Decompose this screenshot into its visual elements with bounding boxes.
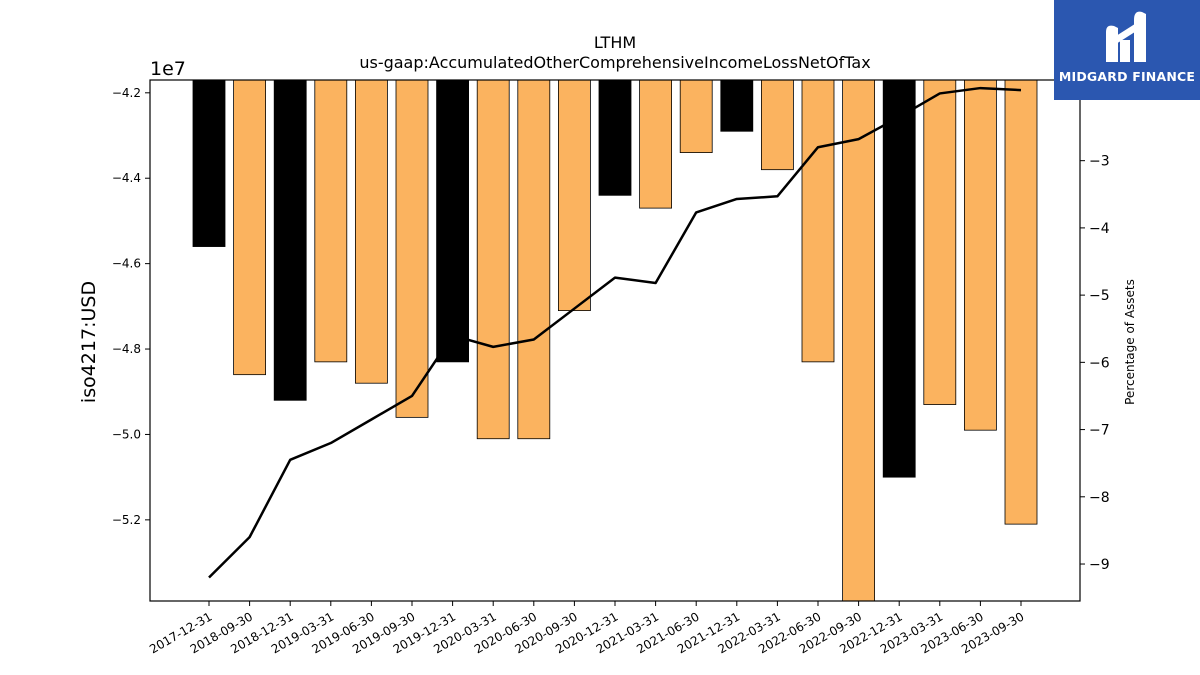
y2-tick-label: −6 xyxy=(1089,355,1110,371)
y-tick-label: −4.2 xyxy=(112,86,141,100)
bar-2022-03-31 xyxy=(761,79,794,171)
bar-2020-12-31 xyxy=(598,79,632,196)
bar-2021-12-31 xyxy=(720,79,754,132)
chart-subtitle: us-gaap:AccumulatedOtherComprehensiveInc… xyxy=(359,53,870,72)
bars-group xyxy=(192,79,1038,602)
bar-2020-09-30 xyxy=(558,79,591,312)
bar-2023-06-30 xyxy=(964,79,997,431)
y2-tick-label: −4 xyxy=(1089,221,1110,237)
bar-2020-03-31 xyxy=(476,79,510,440)
y2-tick-label: −3 xyxy=(1089,154,1110,170)
y-offset-label: 1e7 xyxy=(150,58,186,80)
bar-2020-06-30 xyxy=(517,79,551,440)
percentage-of-assets-line xyxy=(208,86,1022,579)
bar-2019-09-30 xyxy=(395,79,429,418)
y2-tick-label: −7 xyxy=(1089,423,1110,439)
bar-2021-03-31 xyxy=(639,79,672,209)
y-tick-label: −5.0 xyxy=(112,427,141,441)
bar-2023-03-31 xyxy=(923,79,957,405)
y-axis-ticks: −4.2 −4.4 −4.6 −4.8 −5.0 −5.2 xyxy=(112,86,150,527)
y2-tick-label: −9 xyxy=(1089,557,1110,573)
y2-axis-label: Percentage of Assets xyxy=(1123,279,1137,405)
y-tick-label: −4.6 xyxy=(112,257,141,271)
x-axis-ticks: 2017-12-312018-09-302018-12-312019-03-31… xyxy=(147,601,1027,656)
bar-2018-09-30 xyxy=(233,79,267,376)
bar-2019-12-31 xyxy=(436,79,470,363)
bar-2018-12-31 xyxy=(273,79,307,401)
logo-text: MIDGARD FINANCE xyxy=(1058,69,1196,84)
bar-2022-09-30 xyxy=(842,79,875,602)
bar-2021-06-30 xyxy=(679,79,713,153)
y2-tick-label: −8 xyxy=(1089,490,1110,506)
y-tick-label: −4.4 xyxy=(112,171,141,185)
bar-2017-12-31 xyxy=(192,79,226,247)
bar-2023-09-30 xyxy=(1004,79,1038,525)
y2-axis-ticks: −3 −4 −5 −6 −7 −8 −9 xyxy=(1080,154,1110,573)
plot-frame xyxy=(149,79,1081,602)
midgard-logo-icon xyxy=(1106,11,1146,63)
y-tick-label: −4.8 xyxy=(112,342,141,356)
y-axis-label: iso4217:USD xyxy=(78,281,100,403)
y-tick-label: −5.2 xyxy=(112,513,141,527)
bar-2019-06-30 xyxy=(354,79,388,384)
bar-2022-06-30 xyxy=(801,79,835,363)
bar-2022-12-31 xyxy=(882,79,916,478)
logo-badge: MIDGARD FINANCE xyxy=(1054,0,1200,100)
bar-2019-03-31 xyxy=(314,79,348,363)
y2-tick-label: −5 xyxy=(1089,288,1110,304)
chart-title: LTHM xyxy=(594,33,636,52)
